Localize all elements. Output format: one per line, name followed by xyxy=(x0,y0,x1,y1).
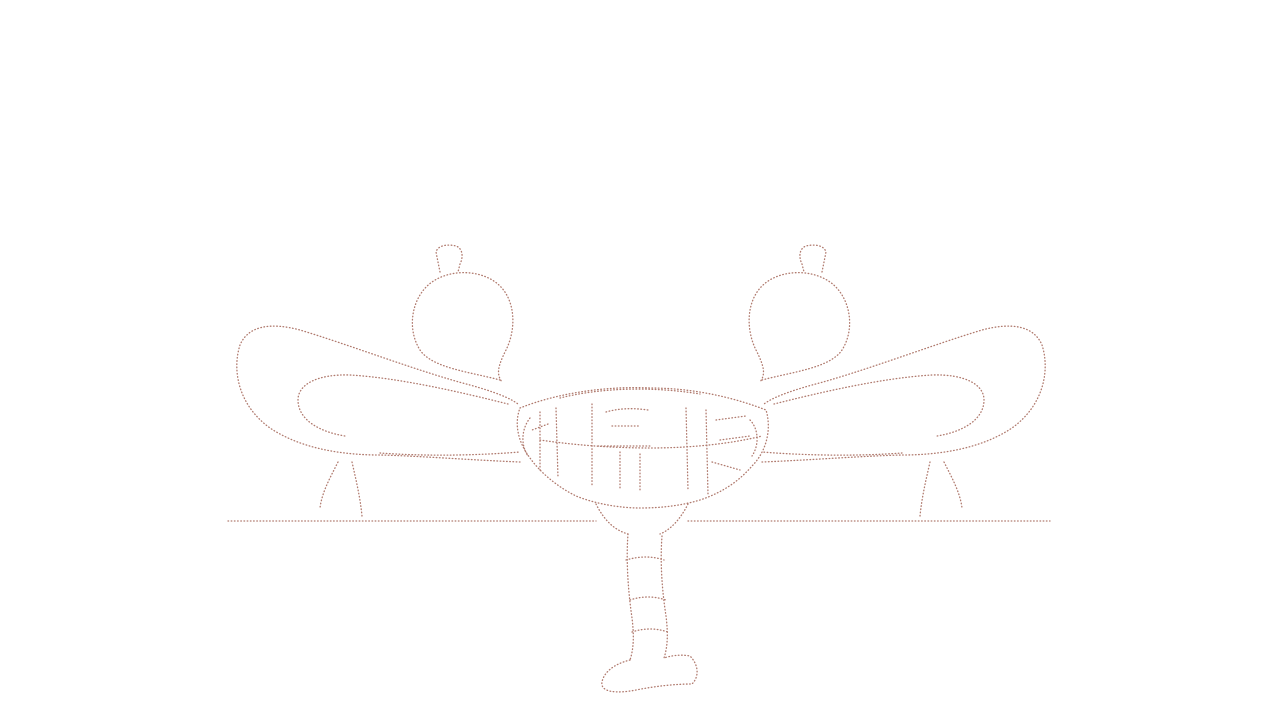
stem-ring-2 xyxy=(629,596,667,601)
right-leg xyxy=(919,461,963,517)
dotted-figure xyxy=(227,244,1051,693)
central-body xyxy=(516,387,769,509)
body-center-panel xyxy=(591,403,651,493)
left-ball-knob xyxy=(435,244,463,273)
right-wing-lower xyxy=(761,451,903,456)
central-stem xyxy=(595,503,698,693)
right-wing-inner xyxy=(773,374,985,437)
body-band-top xyxy=(559,388,701,399)
body-left-panel xyxy=(531,407,559,479)
right-ball-knob xyxy=(799,244,827,273)
right-ball xyxy=(748,244,851,383)
stem-shaft-left xyxy=(626,533,634,661)
right-wing-outer xyxy=(761,325,1046,463)
body-right-panel xyxy=(685,407,751,495)
stem-ring-1 xyxy=(625,556,665,561)
left-ball xyxy=(411,244,514,383)
right-wing xyxy=(761,325,1046,517)
body-side-left xyxy=(522,417,531,457)
stem-ring-3 xyxy=(631,628,669,633)
left-wing-lower xyxy=(379,451,521,456)
right-ball-circle xyxy=(748,271,851,383)
body-side-right xyxy=(749,419,758,457)
left-wing xyxy=(236,325,521,517)
left-ball-circle xyxy=(411,271,514,383)
left-wing-outer xyxy=(236,325,521,463)
left-leg xyxy=(319,461,363,517)
stem-shaft-right xyxy=(660,535,668,659)
stem-neck xyxy=(595,503,689,535)
body-band-mid xyxy=(539,435,763,449)
stem-foot xyxy=(601,654,698,693)
left-wing-inner xyxy=(297,374,509,437)
body-outline xyxy=(516,387,769,509)
